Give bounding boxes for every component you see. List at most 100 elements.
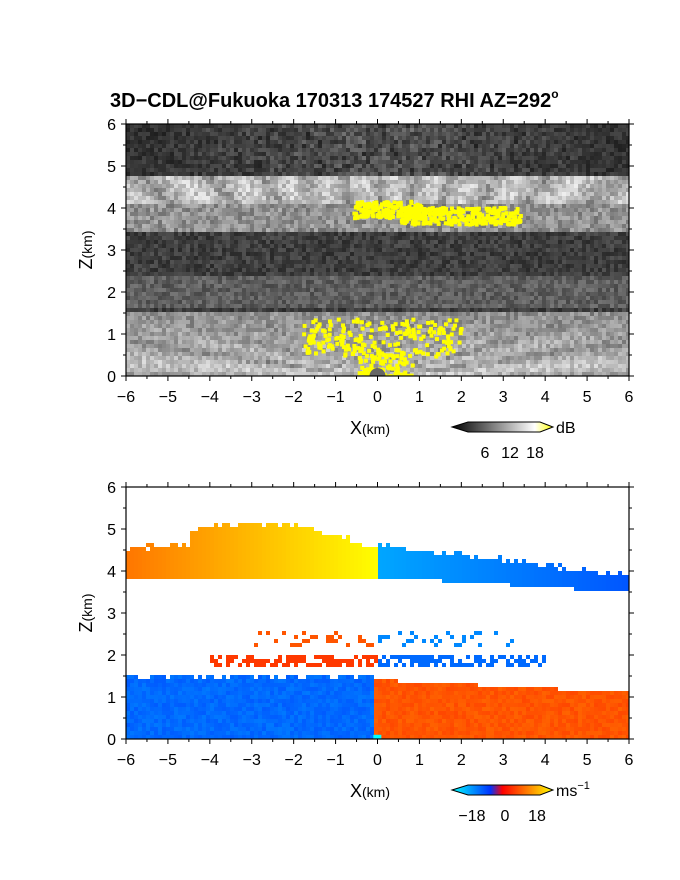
reflectivity-cell [478, 184, 482, 188]
reflectivity-cell [570, 144, 574, 148]
reflectivity-cell [478, 240, 482, 244]
reflectivity-cell [574, 272, 578, 276]
reflectivity-cell [230, 280, 234, 284]
reflectivity-cell [538, 244, 542, 248]
reflectivity-cell [414, 192, 418, 196]
reflectivity-cell [526, 252, 530, 256]
reflectivity-cell [618, 128, 622, 132]
reflectivity-cell [470, 244, 474, 248]
reflectivity-cell [450, 128, 454, 132]
reflectivity-cell [458, 184, 462, 188]
reflectivity-cell [546, 176, 550, 180]
reflectivity-cell [398, 152, 402, 156]
reflectivity-cell [462, 224, 466, 228]
reflectivity-cell [326, 200, 330, 204]
reflectivity-cell [194, 248, 198, 252]
reflectivity-cell [450, 276, 454, 280]
reflectivity-cell [566, 240, 570, 244]
reflectivity-cell [426, 236, 430, 240]
reflectivity-cell [250, 180, 254, 184]
reflectivity-cell [270, 176, 274, 180]
reflectivity-cell [390, 156, 394, 160]
reflectivity-cell [130, 228, 134, 232]
reflectivity-cell [498, 196, 502, 200]
reflectivity-cell [426, 192, 430, 196]
reflectivity-cell [178, 188, 182, 192]
reflectivity-cell [310, 236, 314, 240]
reflectivity-cell [310, 224, 314, 228]
reflectivity-cell [486, 276, 490, 280]
reflectivity-cell [246, 136, 250, 140]
reflectivity-cell [254, 164, 258, 168]
reflectivity-cell [594, 252, 598, 256]
reflectivity-cell [550, 236, 554, 240]
reflectivity-cell [594, 224, 598, 228]
reflectivity-cell [230, 216, 234, 220]
reflectivity-cell [402, 204, 406, 208]
reflectivity-cell [470, 172, 474, 176]
reflectivity-cell [394, 156, 398, 160]
reflectivity-cell [274, 188, 278, 192]
reflectivity-cell [550, 244, 554, 248]
reflectivity-cell [562, 136, 566, 140]
reflectivity-cell [346, 232, 350, 236]
reflectivity-cell [402, 164, 406, 168]
reflectivity-cell [454, 192, 458, 196]
reflectivity-cell [358, 248, 362, 252]
reflectivity-cell [142, 140, 146, 144]
reflectivity-cell [354, 152, 358, 156]
reflectivity-cell [526, 124, 530, 128]
reflectivity-cell [438, 248, 442, 252]
reflectivity-cell [582, 168, 586, 172]
reflectivity-cell [170, 228, 174, 232]
reflectivity-cell [206, 240, 210, 244]
reflectivity-cell [286, 264, 290, 268]
reflectivity-cell [186, 252, 190, 256]
reflectivity-cell [374, 248, 378, 252]
reflectivity-cell [598, 160, 602, 164]
reflectivity-cell [578, 184, 582, 188]
reflectivity-cell [450, 160, 454, 164]
reflectivity-cell [138, 272, 142, 276]
reflectivity-cell [518, 176, 522, 180]
reflectivity-cell [158, 256, 162, 260]
reflectivity-cell [194, 232, 198, 236]
reflectivity-cell [282, 216, 286, 220]
reflectivity-cell [410, 272, 414, 276]
reflectivity-cell [346, 260, 350, 264]
reflectivity-cell [382, 148, 386, 152]
reflectivity-cell [182, 236, 186, 240]
reflectivity-cell [270, 236, 274, 240]
reflectivity-cell [490, 276, 494, 280]
reflectivity-cell [330, 140, 334, 144]
reflectivity-cell [218, 272, 222, 276]
reflectivity-cell [334, 176, 338, 180]
reflectivity-cell [210, 136, 214, 140]
reflectivity-cell [242, 184, 246, 188]
reflectivity-cell [342, 272, 346, 276]
reflectivity-cell [130, 128, 134, 132]
reflectivity-cell [466, 180, 470, 184]
reflectivity-cell [222, 152, 226, 156]
reflectivity-cell [298, 272, 302, 276]
reflectivity-cell [622, 244, 626, 248]
reflectivity-cell [242, 272, 246, 276]
reflectivity-cell [522, 188, 526, 192]
reflectivity-cell [278, 164, 282, 168]
reflectivity-cell [466, 188, 470, 192]
reflectivity-cell [146, 212, 150, 216]
reflectivity-cell [430, 264, 434, 268]
reflectivity-cell [162, 140, 166, 144]
reflectivity-cell [370, 240, 374, 244]
reflectivity-cell [474, 176, 478, 180]
reflectivity-cell [386, 148, 390, 152]
reflectivity-cell [414, 164, 418, 168]
reflectivity-cell [510, 268, 514, 272]
reflectivity-cell [574, 248, 578, 252]
reflectivity-cell [382, 132, 386, 136]
reflectivity-cell [454, 224, 458, 228]
reflectivity-cell [466, 272, 470, 276]
reflectivity-cell [438, 168, 442, 172]
reflectivity-cell [154, 280, 158, 284]
reflectivity-cell [266, 180, 270, 184]
